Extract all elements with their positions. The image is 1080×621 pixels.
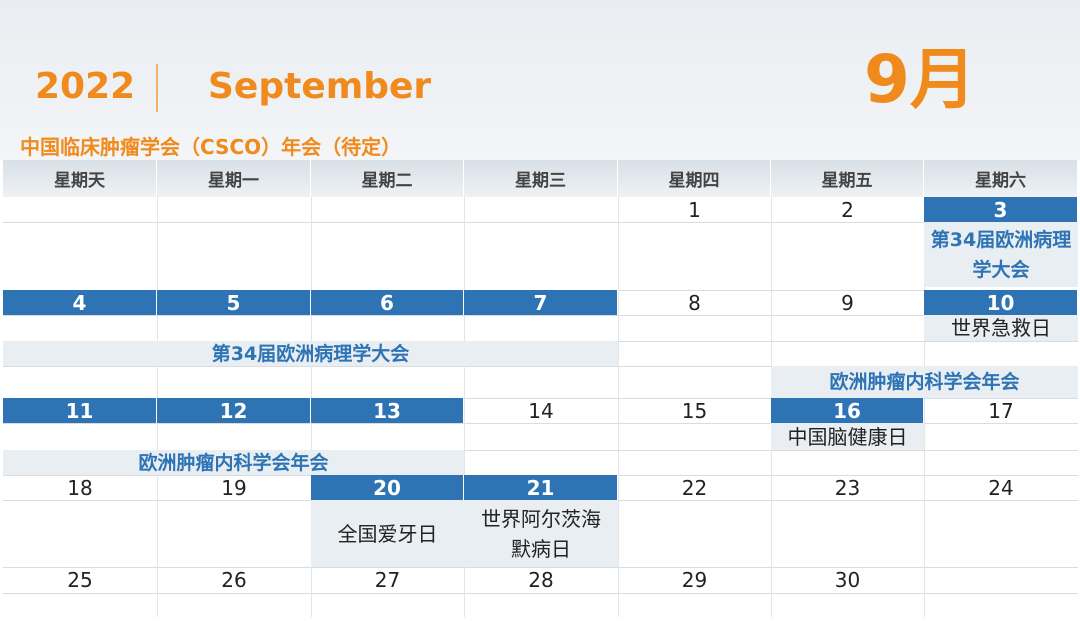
grid-line <box>3 398 1078 399</box>
event-banner: 中国临床肿瘤学会（CSCO）年会（待定） <box>20 135 402 159</box>
grid-line <box>3 567 1078 568</box>
day-cell[interactable]: 20 <box>311 475 464 500</box>
grid-line <box>924 197 925 617</box>
event-pathology-congress: 第34届欧洲病理学大会 <box>924 222 1078 287</box>
weekday-header: 星期五 <box>771 160 924 197</box>
weekday-header: 星期二 <box>311 160 464 197</box>
event-brain-health-day: 中国脑健康日 <box>771 423 924 450</box>
day-cell[interactable]: 1 <box>688 197 701 222</box>
event-pathology-congress-span: 第34届欧洲病理学大会 <box>3 341 618 366</box>
grid-line <box>464 197 465 617</box>
grid-line <box>3 222 1078 223</box>
day-cell[interactable]: 21 <box>464 475 618 500</box>
weekday-header: 星期三 <box>464 160 618 197</box>
day-cell[interactable]: 11 <box>3 398 157 423</box>
day-cell[interactable]: 4 <box>3 290 157 315</box>
divider <box>156 64 158 112</box>
day-cell[interactable]: 22 <box>681 475 708 500</box>
weekday-header: 星期四 <box>618 160 771 197</box>
day-cell[interactable]: 8 <box>688 290 701 315</box>
grid-line <box>3 593 1078 594</box>
day-cell[interactable]: 17 <box>988 398 1014 423</box>
day-cell[interactable]: 10 <box>924 290 1078 315</box>
day-cell[interactable]: 15 <box>681 398 708 423</box>
event-first-aid-day: 世界急救日 <box>924 315 1078 341</box>
day-cell[interactable]: 6 <box>311 290 464 315</box>
day-cell[interactable]: 27 <box>374 568 401 592</box>
day-cell[interactable]: 29 <box>681 568 708 592</box>
weekday-header: 星期一 <box>157 160 311 197</box>
month-english: September <box>208 66 432 107</box>
day-cell[interactable]: 24 <box>988 475 1014 500</box>
day-cell[interactable]: 23 <box>834 475 861 500</box>
month-chinese: 9月 <box>864 41 976 118</box>
day-cell[interactable]: 12 <box>157 398 311 423</box>
event-esmo: 欧洲肿瘤内科学会年会 <box>771 366 1078 398</box>
day-cell[interactable]: 30 <box>834 568 861 592</box>
event-alzheimers-day: 世界阿尔茨海默病日 <box>464 500 618 567</box>
event-teeth-day: 全国爱牙日 <box>311 500 464 567</box>
day-cell[interactable]: 13 <box>311 398 464 423</box>
weekday-header: 星期六 <box>924 160 1078 197</box>
day-cell[interactable]: 3 <box>924 197 1078 222</box>
title-area <box>0 0 1080 160</box>
day-cell[interactable]: 2 <box>841 197 854 222</box>
grid-line <box>3 423 1078 424</box>
day-cell[interactable]: 26 <box>221 568 247 592</box>
grid-line <box>3 315 1078 316</box>
day-cell[interactable]: 5 <box>157 290 311 315</box>
day-cell[interactable]: 9 <box>841 290 854 315</box>
day-cell[interactable]: 28 <box>528 568 554 592</box>
day-cell[interactable]: 18 <box>67 475 93 500</box>
day-cell[interactable]: 25 <box>67 568 93 592</box>
day-cell[interactable]: 19 <box>221 475 247 500</box>
weekday-header: 星期天 <box>3 160 157 197</box>
event-esmo-span: 欧洲肿瘤内科学会年会 <box>3 450 464 475</box>
day-cell[interactable]: 16 <box>771 398 924 423</box>
grid-line <box>3 450 1078 451</box>
grid-line <box>618 197 619 617</box>
day-cell[interactable]: 14 <box>528 398 554 423</box>
grid-line <box>3 366 1078 367</box>
day-cell[interactable]: 7 <box>464 290 618 315</box>
year: 2022 <box>35 66 136 107</box>
